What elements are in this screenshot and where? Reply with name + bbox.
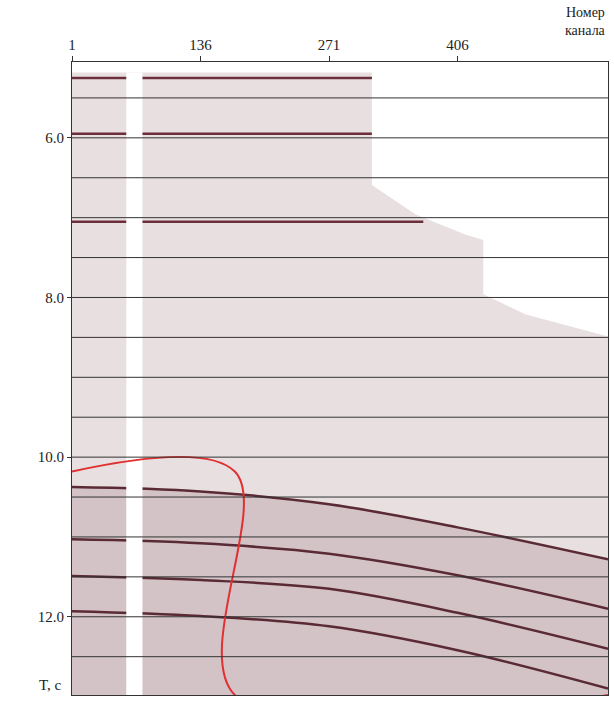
svg-text:8.0: 8.0 <box>45 290 64 306</box>
svg-text:10.0: 10.0 <box>38 449 64 465</box>
svg-text:271: 271 <box>318 37 341 53</box>
svg-text:1: 1 <box>68 37 76 53</box>
svg-text:136: 136 <box>189 37 212 53</box>
svg-text:T, с: T, с <box>39 677 62 693</box>
svg-text:Номерканала: Номерканала <box>565 5 606 38</box>
svg-text:6.0: 6.0 <box>45 130 64 146</box>
svg-text:12.0: 12.0 <box>38 609 64 625</box>
svg-text:406: 406 <box>446 37 469 53</box>
